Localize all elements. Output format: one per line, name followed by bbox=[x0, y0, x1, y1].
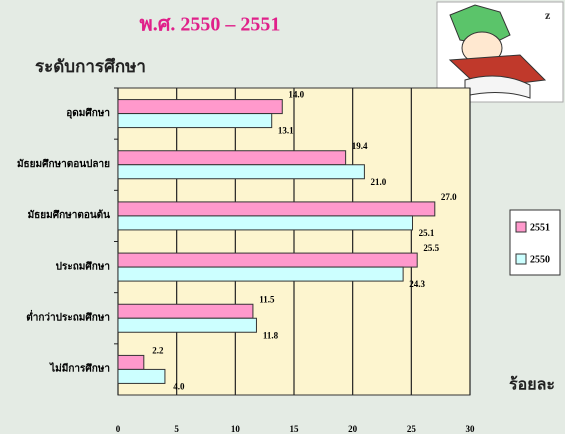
value-label: 14.0 bbox=[288, 90, 304, 100]
y-tick-label: ไม่มีการศึกษา bbox=[49, 362, 110, 375]
bar bbox=[118, 369, 165, 383]
chart-title: พ.ศ. 2550 – 2551 bbox=[140, 14, 281, 36]
x-tick-label: 5 bbox=[174, 424, 179, 434]
bar bbox=[118, 304, 253, 318]
legend-label: 2551 bbox=[530, 222, 550, 233]
value-label: 19.4 bbox=[352, 141, 368, 151]
y-tick-label: ประถมศึกษา bbox=[56, 260, 110, 272]
bar bbox=[118, 355, 144, 369]
bar bbox=[118, 253, 417, 267]
y-tick-label: มัธยมศึกษาตอนต้น bbox=[28, 209, 111, 221]
page: พ.ศ. 2550 – 2551 ระดับการศึกษา ร้อยละ z … bbox=[0, 0, 565, 434]
value-label: 11.5 bbox=[259, 294, 275, 304]
value-label: 11.8 bbox=[263, 330, 279, 340]
x-tick-label: 30 bbox=[466, 424, 476, 434]
legend-swatch bbox=[516, 222, 526, 232]
bar bbox=[118, 318, 256, 332]
value-label: 13.1 bbox=[278, 126, 294, 136]
value-label: 4.0 bbox=[173, 381, 185, 391]
bar bbox=[118, 202, 435, 216]
x-tick-label: 15 bbox=[290, 424, 300, 434]
cartoon: z bbox=[437, 2, 563, 102]
legend-swatch bbox=[516, 254, 526, 264]
y-tick-label: อุดมศึกษา bbox=[66, 107, 110, 119]
bar bbox=[118, 151, 346, 165]
x-tick-label: 0 bbox=[116, 424, 121, 434]
x-axis-title: ร้อยละ bbox=[509, 376, 555, 394]
x-tick-label: 25 bbox=[407, 424, 417, 434]
bar bbox=[118, 114, 272, 128]
cartoon-zz: z bbox=[545, 8, 551, 22]
value-label: 2.2 bbox=[152, 345, 164, 355]
legend-label: 2550 bbox=[530, 254, 550, 265]
bar bbox=[118, 100, 282, 114]
bar bbox=[118, 165, 364, 179]
x-tick-label: 20 bbox=[348, 424, 358, 434]
x-tick-label: 10 bbox=[231, 424, 241, 434]
bar bbox=[118, 267, 403, 281]
y-tick-label: ต่ำกว่าประถมศึกษา bbox=[26, 310, 110, 324]
bar bbox=[118, 216, 413, 230]
value-label: 27.0 bbox=[441, 192, 457, 202]
y-axis-title: ระดับการศึกษา bbox=[35, 57, 146, 76]
value-label: 21.0 bbox=[371, 177, 387, 187]
chart: พ.ศ. 2550 – 2551 ระดับการศึกษา ร้อยละ z … bbox=[0, 0, 565, 434]
value-label: 25.5 bbox=[423, 243, 439, 253]
value-label: 24.3 bbox=[409, 279, 425, 289]
value-label: 25.1 bbox=[419, 228, 435, 238]
y-tick-label: มัธยมศึกษาตอนปลาย bbox=[17, 158, 110, 170]
